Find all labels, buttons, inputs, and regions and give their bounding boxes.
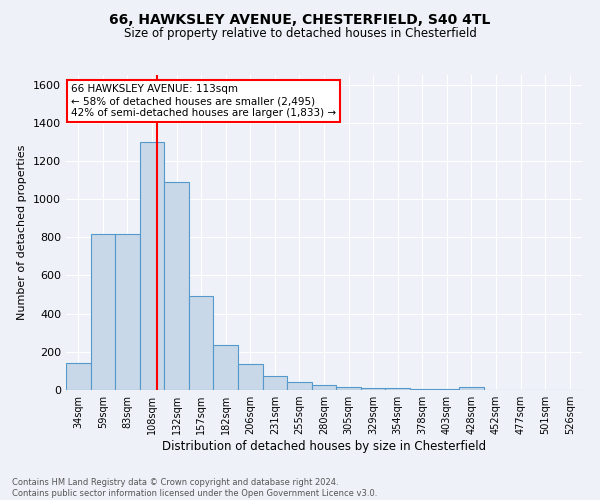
Text: Contains HM Land Registry data © Crown copyright and database right 2024.
Contai: Contains HM Land Registry data © Crown c… <box>12 478 377 498</box>
Bar <box>361 388 385 390</box>
Text: Size of property relative to detached houses in Chesterfield: Size of property relative to detached ho… <box>124 28 476 40</box>
X-axis label: Distribution of detached houses by size in Chesterfield: Distribution of detached houses by size … <box>162 440 486 453</box>
Text: 66 HAWKSLEY AVENUE: 113sqm
← 58% of detached houses are smaller (2,495)
42% of s: 66 HAWKSLEY AVENUE: 113sqm ← 58% of deta… <box>71 84 336 117</box>
Bar <box>164 182 189 390</box>
Bar <box>66 364 91 390</box>
Bar <box>115 234 140 390</box>
Bar <box>91 234 115 390</box>
Bar <box>312 385 336 390</box>
Bar <box>410 389 434 390</box>
Text: 66, HAWKSLEY AVENUE, CHESTERFIELD, S40 4TL: 66, HAWKSLEY AVENUE, CHESTERFIELD, S40 4… <box>109 12 491 26</box>
Bar <box>385 388 410 390</box>
Bar <box>214 345 238 390</box>
Y-axis label: Number of detached properties: Number of detached properties <box>17 145 28 320</box>
Bar <box>140 142 164 390</box>
Bar <box>189 296 214 390</box>
Bar <box>263 376 287 390</box>
Bar <box>336 387 361 390</box>
Bar <box>238 364 263 390</box>
Bar <box>287 382 312 390</box>
Bar <box>459 387 484 390</box>
